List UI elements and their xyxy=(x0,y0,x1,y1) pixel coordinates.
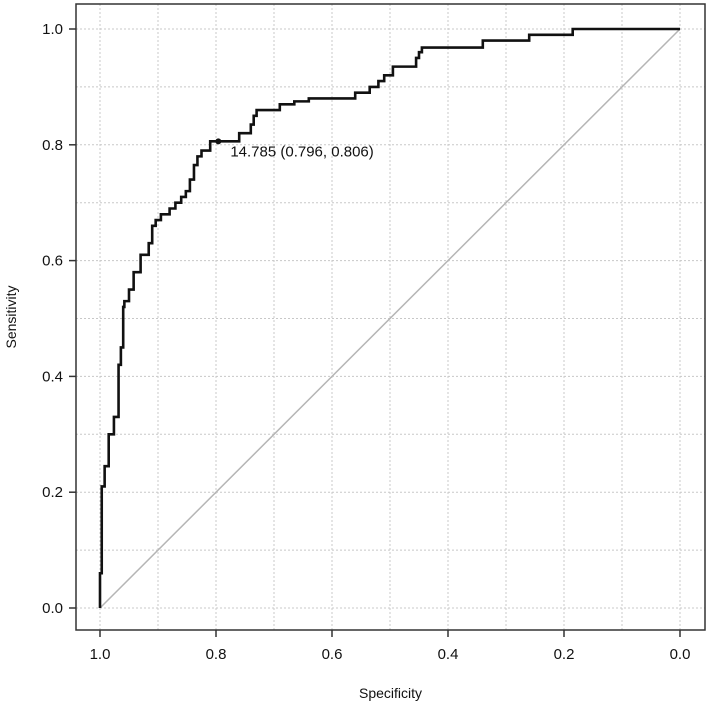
plot-frame xyxy=(75,3,706,631)
reference-diagonal-line xyxy=(99,28,681,609)
y-tick-label: 0.2 xyxy=(42,484,63,501)
x-axis: 1.0 0.8 0.6 0.4 0.2 0.0 xyxy=(90,630,691,663)
y-axis-title: Sensitivity xyxy=(3,285,19,348)
y-tick-label: 0.4 xyxy=(42,368,63,385)
x-axis-title: Specificity xyxy=(359,685,422,701)
roc-curve-line xyxy=(98,27,680,608)
cutoff-annotation: 14.785 (0.796, 0.806) xyxy=(230,143,373,160)
y-axis: 0.0 0.2 0.4 0.6 0.8 1.0 xyxy=(42,21,76,617)
y-tick-label: 0.6 xyxy=(42,253,63,270)
y-tick-label: 1.0 xyxy=(42,21,63,38)
x-tick-label: 1.0 xyxy=(90,646,111,663)
y-tick-label: 0.0 xyxy=(42,600,63,617)
optimal-cutoff-point xyxy=(215,138,222,145)
x-tick-label: 0.0 xyxy=(670,646,691,663)
x-tick-label: 0.4 xyxy=(438,646,459,663)
y-tick-label: 0.8 xyxy=(42,137,63,154)
x-tick-label: 0.6 xyxy=(322,646,343,663)
x-tick-label: 0.8 xyxy=(206,646,227,663)
x-tick-label: 0.2 xyxy=(554,646,575,663)
